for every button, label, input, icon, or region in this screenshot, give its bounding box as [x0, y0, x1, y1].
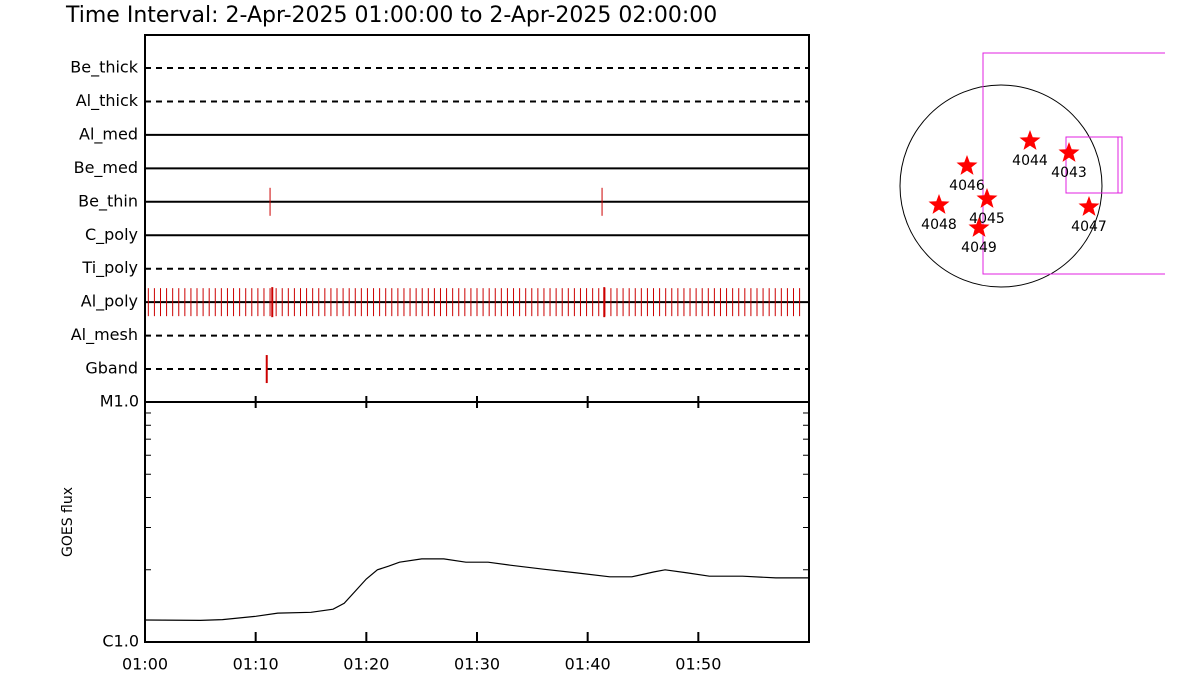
region-label: 4043	[1051, 165, 1087, 181]
timeline-frame	[144, 34, 810, 403]
goes-curve	[144, 558, 809, 622]
region-star	[968, 217, 990, 237]
y-tick-label: M1.0	[100, 392, 139, 411]
row-label: Al_poly	[81, 292, 138, 312]
row-label: Gband	[85, 359, 138, 378]
row-label: Al_mesh	[71, 325, 138, 345]
goes-frame	[144, 401, 810, 643]
region-label: 4047	[1071, 219, 1107, 235]
region-star	[1078, 196, 1100, 216]
region-star	[1058, 142, 1080, 162]
row-label: Be_thick	[70, 58, 138, 78]
fov-box	[982, 52, 1165, 275]
row-label: Al_thick	[76, 91, 139, 111]
region-star	[956, 155, 978, 175]
x-tick-label: 01:30	[454, 655, 500, 674]
row-label: C_poly	[85, 225, 138, 245]
region-label: 4048	[921, 217, 957, 233]
y-axis-label: GOES flux	[60, 487, 76, 557]
x-tick-label: 01:10	[233, 655, 279, 674]
region-label: 4049	[961, 240, 997, 256]
row-label: Be_med	[74, 158, 138, 178]
fov-box	[1065, 136, 1119, 194]
row-label: Be_thin	[78, 191, 138, 211]
region-star	[928, 194, 950, 214]
x-tick-label: 01:20	[343, 655, 389, 674]
x-tick-label: 01:50	[675, 655, 721, 674]
y-tick-label: C1.0	[102, 632, 139, 651]
solar-disk	[899, 84, 1103, 288]
row-label: Al_med	[79, 124, 138, 144]
chart-title: Time Interval: 2-Apr-2025 01:00:00 to 2-…	[65, 3, 717, 28]
x-tick-label: 01:00	[122, 655, 168, 674]
region-star	[1019, 130, 1041, 150]
region-star	[976, 188, 998, 208]
region-label: 4044	[1012, 153, 1048, 169]
x-tick-label: 01:40	[565, 655, 611, 674]
region-label: 4046	[949, 178, 985, 194]
row-label: Ti_poly	[81, 258, 138, 278]
